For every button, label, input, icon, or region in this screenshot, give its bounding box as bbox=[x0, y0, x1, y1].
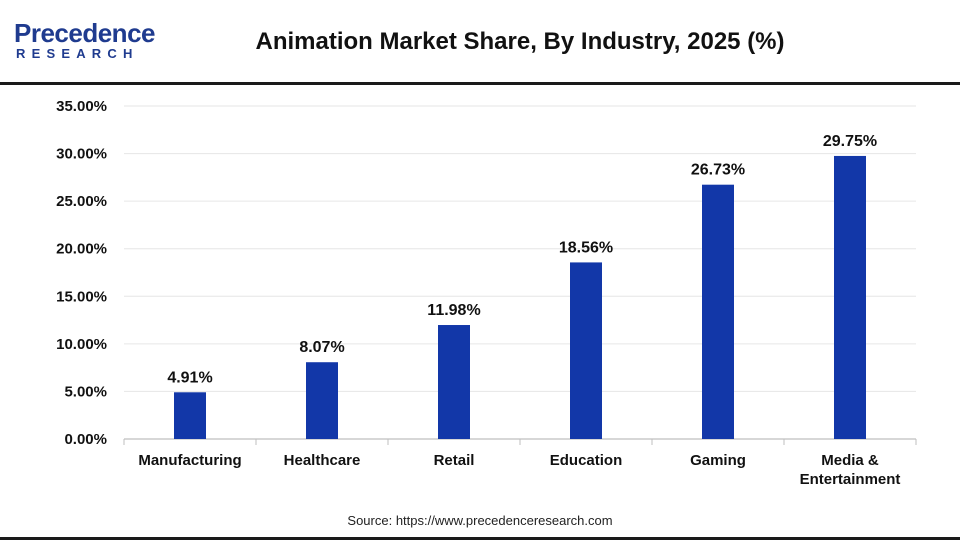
bar-chart: 0.00% 5.00% 10.00% 15.00% 20.00% 25.00% 30.00%… bbox=[56, 98, 917, 488]
data-label: 29.75% bbox=[823, 133, 877, 150]
footer-divider bbox=[0, 537, 960, 540]
data-label: 26.73% bbox=[691, 162, 745, 179]
y-tick-label: 35.00% bbox=[56, 98, 107, 115]
bar bbox=[438, 325, 470, 439]
bar bbox=[174, 392, 206, 439]
header-divider bbox=[0, 82, 960, 85]
y-tick-label: 0.00% bbox=[64, 431, 107, 448]
source-note: Source: https://www.precedenceresearch.c… bbox=[347, 513, 613, 528]
chart-title: Animation Market Share, By Industry, 202… bbox=[255, 28, 785, 55]
y-tick-label: 5.00% bbox=[64, 383, 107, 400]
bar bbox=[834, 155, 866, 439]
data-label: 8.07% bbox=[299, 339, 344, 356]
bar bbox=[306, 362, 338, 439]
bar bbox=[570, 262, 602, 439]
x-tick-label: Entertainment bbox=[800, 471, 901, 488]
data-label: 11.98% bbox=[427, 302, 480, 319]
x-tick-label: Media & bbox=[821, 452, 879, 469]
bar bbox=[702, 184, 734, 439]
chart-header: Precedence RESEARCH Animation Market Sha… bbox=[0, 0, 960, 85]
x-tick-label: Manufacturing bbox=[138, 452, 241, 469]
y-tick-label: 15.00% bbox=[56, 288, 107, 305]
brand-name: Precedence bbox=[14, 18, 155, 48]
y-tick-label: 25.00% bbox=[56, 193, 107, 210]
data-label: 18.56% bbox=[559, 239, 613, 256]
x-tick-label: Retail bbox=[434, 452, 475, 469]
y-tick-label: 20.00% bbox=[56, 241, 107, 258]
data-label: 4.91% bbox=[167, 369, 212, 386]
brand-subtitle: RESEARCH bbox=[16, 46, 139, 61]
y-tick-label: 30.00% bbox=[56, 146, 107, 163]
brand-logo: Precedence RESEARCH bbox=[14, 18, 164, 64]
x-tick-label: Education bbox=[550, 452, 623, 469]
x-tick-label: Gaming bbox=[690, 452, 746, 469]
y-tick-label: 10.00% bbox=[56, 336, 107, 353]
x-tick-label: Healthcare bbox=[284, 452, 361, 469]
